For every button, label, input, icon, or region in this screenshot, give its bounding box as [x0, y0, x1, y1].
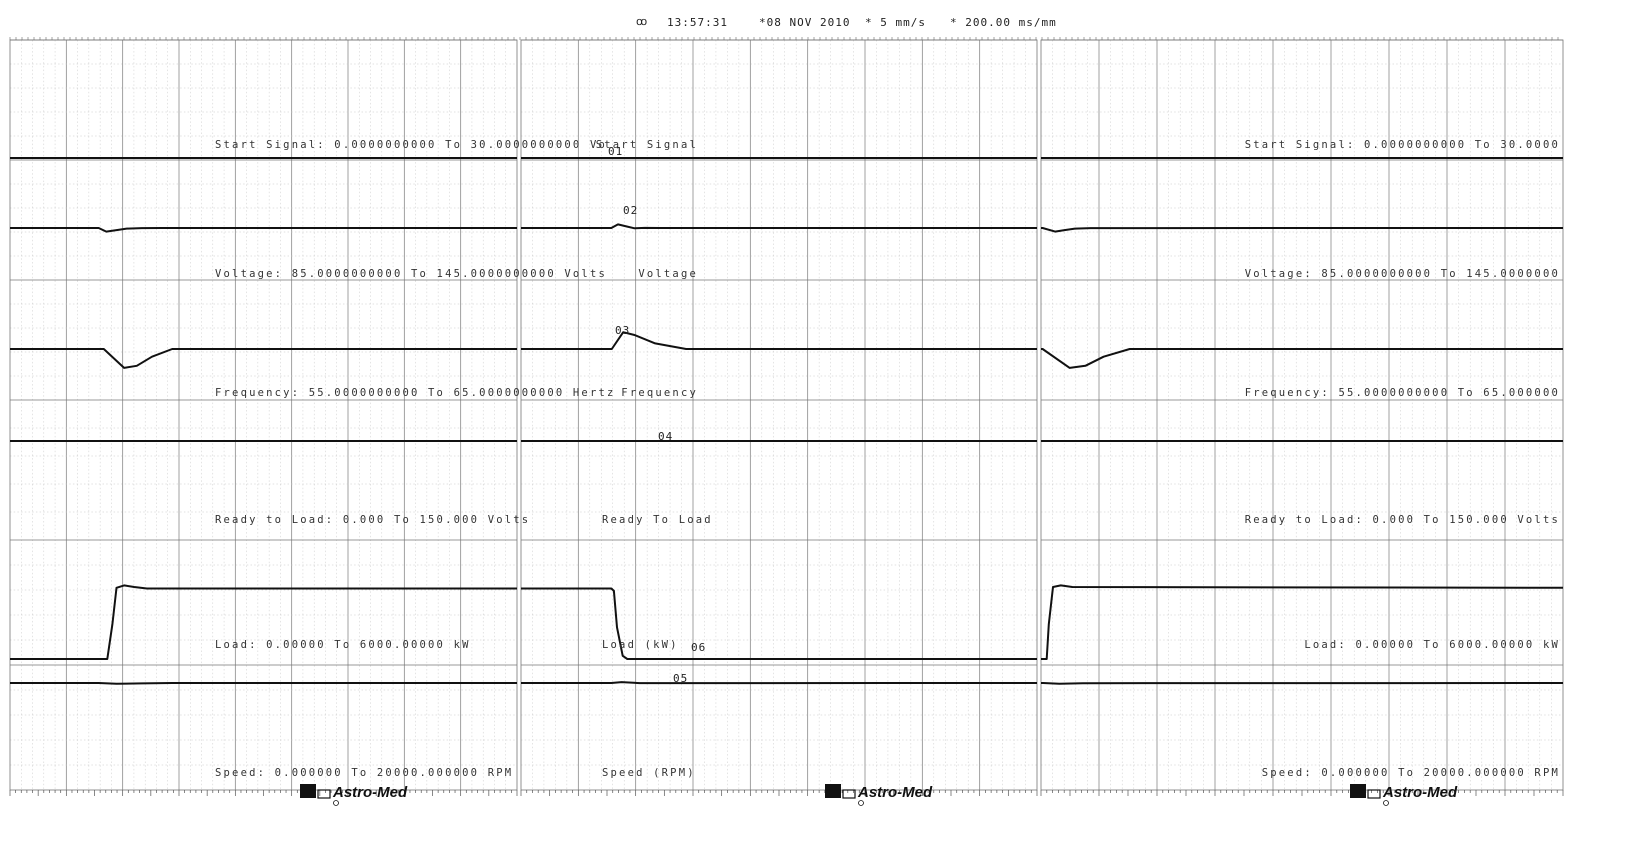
channel-05-number: 05: [673, 672, 688, 685]
trace-5-panel-3: [1041, 584, 1564, 660]
astro-med-logo-2: Astro-Med: [825, 784, 933, 806]
trace-2-panel-2: [521, 223, 1037, 230]
trace-3-panel-3: [1041, 348, 1563, 369]
channel-03-mid-label: Frequency: [621, 387, 698, 399]
channel-02-number: 02: [623, 204, 638, 217]
panel-grid-3: [1040, 39, 1564, 796]
astro-med-logo-3: Astro-Med: [1350, 784, 1458, 806]
channel-01-number: 01: [608, 145, 623, 158]
channel-05-mid-label: Load (kW): [602, 639, 679, 651]
brand-name: Astro-Med: [332, 784, 408, 801]
trace-5-panel-1: [10, 584, 517, 660]
astro-med-logo-1: Astro-Med: [300, 784, 408, 806]
header-time: 13:57:31: [667, 16, 728, 29]
channel-06-mid-label: Speed (RPM): [602, 767, 696, 779]
header-scale: * 200.00 ms/mm: [950, 16, 1057, 29]
header-speed: * 5 mm/s: [865, 16, 926, 29]
channel-05-left-label: Load: 0.00000 To 6000.00000 kW: [215, 639, 471, 651]
panel-grid-2: [520, 39, 1038, 796]
registered-icon: [858, 800, 864, 806]
channel-01-mid-label: Start Signal: [596, 139, 698, 151]
header-code: ꝏ: [636, 15, 648, 28]
logo-mark-icon: [300, 784, 316, 798]
registered-icon: [1383, 800, 1389, 806]
channel-02-mid-label: Voltage: [638, 268, 698, 280]
panel-frame: [520, 39, 1038, 791]
panel-frame: [9, 39, 518, 791]
channel-01-left-label: Start Signal: 0.0000000000 To 30.0000000…: [215, 139, 607, 151]
channel-05-right-label: Load: 0.00000 To 6000.00000 kW: [1304, 639, 1560, 651]
panel-grid-1: [9, 39, 518, 796]
brand-logos: Astro-Med Astro-Med Astro-Med: [300, 784, 1458, 806]
trace-2-panel-1: [10, 227, 517, 233]
channel-06-right-label: Speed: 0.000000 To 20000.000000 RPM: [1262, 767, 1560, 779]
trace-3-panel-1: [10, 348, 517, 369]
logo-box-icon: [842, 789, 856, 799]
registered-icon: [333, 800, 339, 806]
logo-mark-icon: [825, 784, 841, 798]
channel-06-left-label: Speed: 0.000000 To 20000.000000 RPM: [215, 767, 513, 779]
channel-06-number: 06: [691, 641, 706, 654]
channel-02-right-label: Voltage: 85.0000000000 To 145.0000000: [1245, 268, 1560, 280]
header-date: *08 NOV 2010: [759, 16, 850, 29]
channel-04-number: 04: [658, 430, 673, 443]
brand-name: Astro-Med: [1382, 784, 1458, 801]
logo-box-icon: [317, 789, 331, 799]
panel-frame: [1040, 39, 1564, 791]
channel-03-right-label: Frequency: 55.0000000000 To 65.000000: [1245, 387, 1560, 399]
trace-6-panel-2: [521, 681, 1038, 685]
logo-box-icon: [1367, 789, 1381, 799]
trace-layer: [10, 157, 1564, 685]
trace-3-panel-2: [521, 331, 1037, 350]
channel-04-right-label: Ready to Load: 0.000 To 150.000 Volts: [1245, 514, 1560, 526]
channel-02-left-label: Voltage: 85.0000000000 To 145.0000000000…: [215, 268, 607, 280]
logo-mark-icon: [1350, 784, 1366, 798]
trace-6-panel-1: [10, 682, 517, 685]
channel-01-right-label: Start Signal: 0.0000000000 To 30.0000: [1245, 139, 1560, 151]
trace-2-panel-3: [1041, 227, 1564, 233]
trace-6-panel-3: [1041, 682, 1564, 685]
chart-grid: [9, 37, 1564, 796]
brand-name: Astro-Med: [857, 784, 933, 801]
channel-03-left-label: Frequency: 55.0000000000 To 65.000000000…: [215, 387, 616, 399]
channel-04-mid-label: Ready To Load: [602, 514, 713, 526]
trace-5-panel-2: [521, 587, 1037, 660]
channel-labels: Start Signal: 0.0000000000 To 30.0000000…: [215, 139, 1560, 779]
channel-04-left-label: Ready to Load: 0.000 To 150.000 Volts: [215, 514, 530, 526]
channel-03-number: 03: [615, 324, 630, 337]
